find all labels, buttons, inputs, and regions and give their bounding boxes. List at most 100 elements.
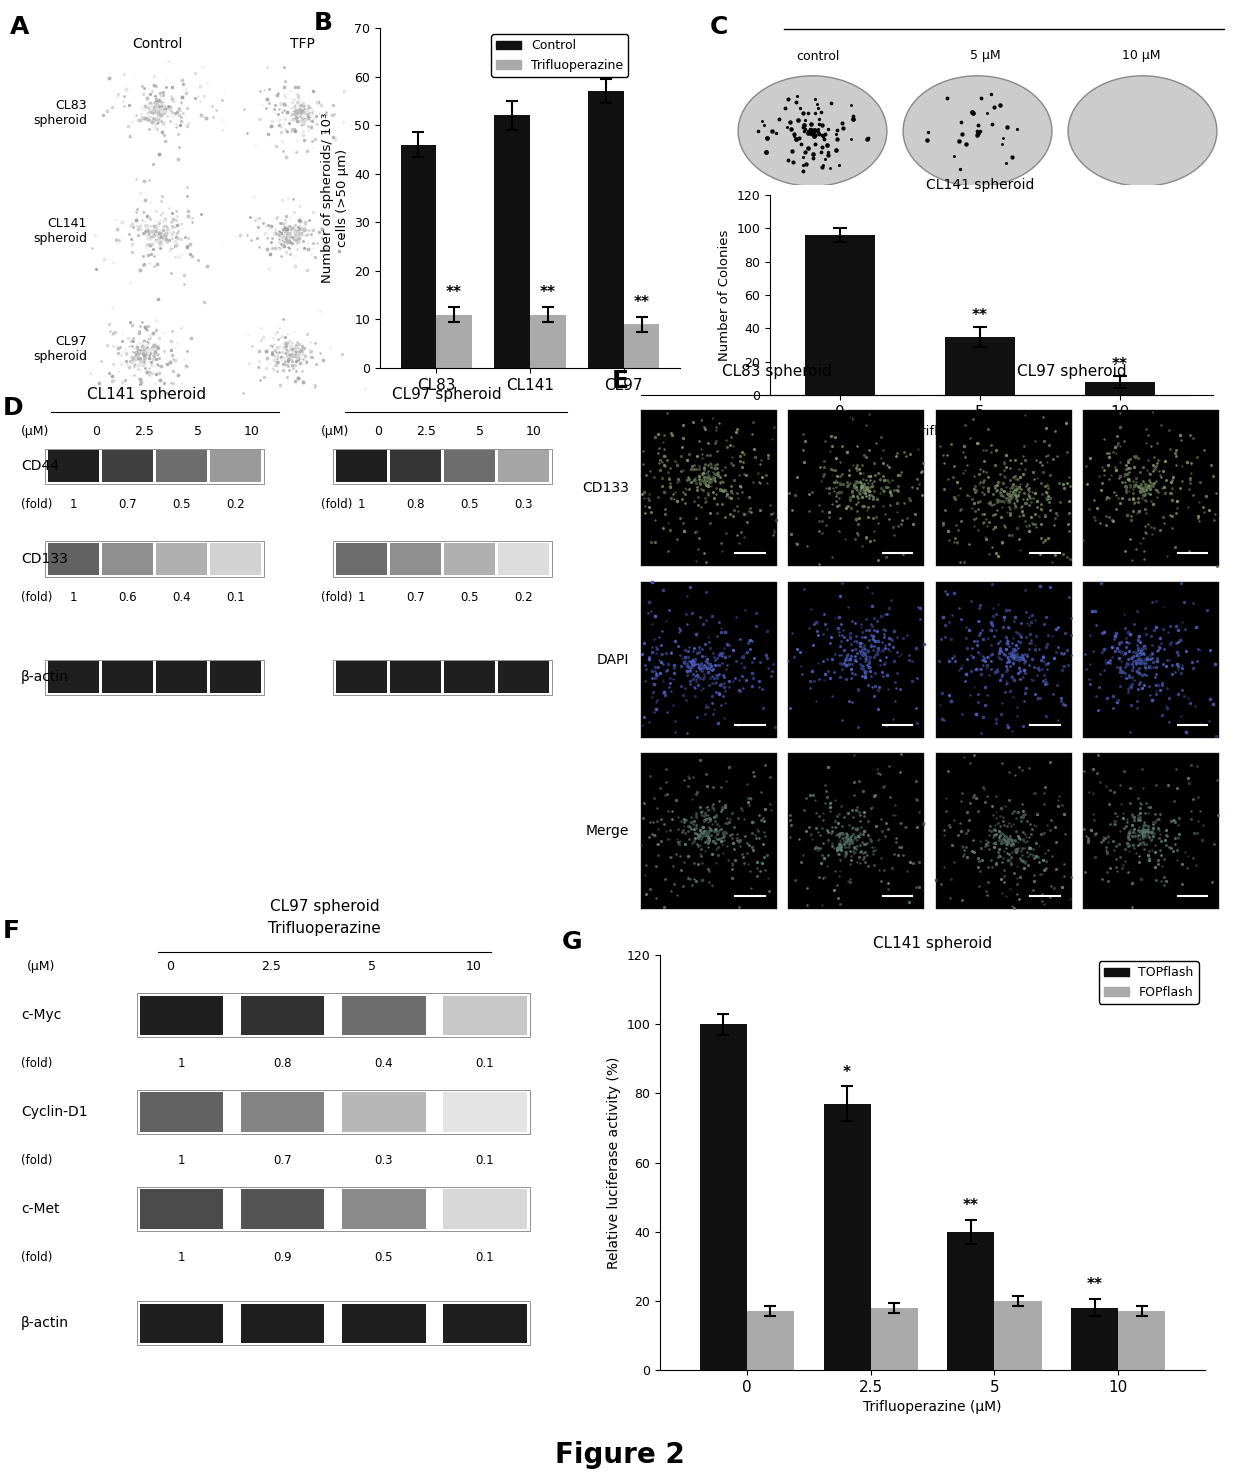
Bar — [1071, 1307, 1118, 1370]
Text: 5: 5 — [193, 424, 202, 438]
Bar — [140, 1189, 223, 1229]
Bar — [136, 1091, 529, 1134]
Text: **: ** — [1086, 1278, 1102, 1293]
Bar — [746, 1312, 794, 1370]
Bar — [140, 1092, 223, 1132]
Bar — [945, 337, 1016, 395]
Text: **: ** — [446, 285, 463, 300]
Bar — [444, 662, 495, 693]
Bar — [823, 1104, 870, 1370]
Bar — [336, 662, 387, 693]
Bar — [444, 1189, 527, 1229]
Title: CL141 spheroid: CL141 spheroid — [873, 936, 992, 951]
Text: 1: 1 — [177, 1251, 185, 1264]
Bar — [947, 1232, 994, 1370]
Text: 0.8: 0.8 — [274, 1057, 291, 1070]
Bar — [391, 543, 441, 574]
Bar — [588, 91, 624, 368]
Text: 0.1: 0.1 — [226, 591, 244, 604]
Text: 0.8: 0.8 — [407, 499, 425, 510]
Bar — [641, 410, 776, 567]
Bar — [401, 144, 436, 368]
Text: 0.5: 0.5 — [374, 1251, 393, 1264]
Bar — [156, 662, 207, 693]
Text: (μM): (μM) — [321, 424, 350, 438]
Text: (μM): (μM) — [27, 960, 56, 974]
Bar — [45, 542, 264, 577]
Bar — [342, 996, 425, 1036]
Bar — [789, 582, 924, 738]
Bar — [336, 450, 387, 482]
Text: Figure 2: Figure 2 — [556, 1441, 684, 1469]
Text: 2.5: 2.5 — [417, 424, 436, 438]
Text: 0.4: 0.4 — [172, 591, 191, 604]
Text: 5: 5 — [476, 424, 484, 438]
Bar — [334, 542, 552, 577]
Text: 0.2: 0.2 — [515, 591, 533, 604]
Text: G: G — [562, 930, 583, 954]
Text: 10: 10 — [465, 960, 481, 974]
Text: 1: 1 — [358, 499, 366, 510]
Text: 0.5: 0.5 — [172, 499, 191, 510]
Bar — [1084, 754, 1219, 910]
Text: Trifluoperazine: Trifluoperazine — [268, 922, 381, 936]
Bar — [870, 1307, 918, 1370]
Bar — [529, 315, 565, 368]
Text: (μM): (μM) — [21, 424, 50, 438]
Text: 0.1: 0.1 — [476, 1057, 495, 1070]
Text: 5 μM: 5 μM — [970, 49, 1001, 62]
Legend: TOPflash, FOPflash: TOPflash, FOPflash — [1099, 962, 1199, 1003]
Text: 0.6: 0.6 — [118, 591, 136, 604]
Text: A: A — [10, 15, 30, 39]
Text: 0: 0 — [92, 424, 100, 438]
Text: 0.5: 0.5 — [460, 499, 479, 510]
Text: (fold): (fold) — [21, 1251, 52, 1264]
Text: 0.7: 0.7 — [407, 591, 425, 604]
Text: *: * — [843, 1064, 851, 1079]
Text: 1: 1 — [358, 591, 366, 604]
Bar — [936, 582, 1071, 738]
Text: 0.9: 0.9 — [274, 1251, 293, 1264]
Bar — [140, 996, 223, 1036]
Bar — [498, 662, 549, 693]
Bar — [136, 1301, 529, 1346]
Bar — [45, 660, 264, 695]
Bar — [994, 1301, 1042, 1370]
Bar — [210, 662, 260, 693]
Text: CD133: CD133 — [583, 481, 629, 496]
Text: 10 μM: 10 μM — [1122, 49, 1161, 62]
Text: 0.2: 0.2 — [226, 499, 244, 510]
Text: CD44: CD44 — [21, 459, 60, 473]
Text: D: D — [2, 396, 24, 420]
Text: B: B — [314, 10, 334, 36]
Text: 0: 0 — [166, 960, 174, 974]
Text: CL83
spheroid: CL83 spheroid — [33, 99, 87, 128]
Text: CL97 spheroid: CL97 spheroid — [269, 899, 379, 914]
Text: TFP: TFP — [1136, 410, 1161, 424]
Bar — [102, 543, 153, 574]
Text: (fold): (fold) — [21, 1155, 52, 1166]
Bar — [498, 543, 549, 574]
Bar — [436, 315, 472, 368]
Bar — [444, 450, 495, 482]
Bar — [1118, 1312, 1166, 1370]
Bar — [336, 543, 387, 574]
Bar — [641, 582, 776, 738]
Bar — [641, 754, 776, 910]
Text: 0.7: 0.7 — [274, 1155, 293, 1166]
Text: TFP: TFP — [841, 410, 866, 424]
Text: (fold): (fold) — [21, 1057, 52, 1070]
Title: CL141 spheroid: CL141 spheroid — [926, 178, 1034, 193]
Text: Control: Control — [976, 410, 1025, 424]
Text: DAPI: DAPI — [596, 653, 629, 666]
Text: CL141
spheroid: CL141 spheroid — [33, 217, 87, 245]
Text: F: F — [2, 919, 20, 942]
Text: c-Met: c-Met — [21, 1202, 60, 1215]
Bar — [48, 662, 99, 693]
Ellipse shape — [903, 76, 1052, 186]
Bar — [444, 543, 495, 574]
Bar — [444, 996, 527, 1036]
Y-axis label: Number of Colonies: Number of Colonies — [718, 230, 730, 361]
Text: E: E — [611, 368, 629, 393]
Text: β-actin: β-actin — [21, 671, 69, 684]
